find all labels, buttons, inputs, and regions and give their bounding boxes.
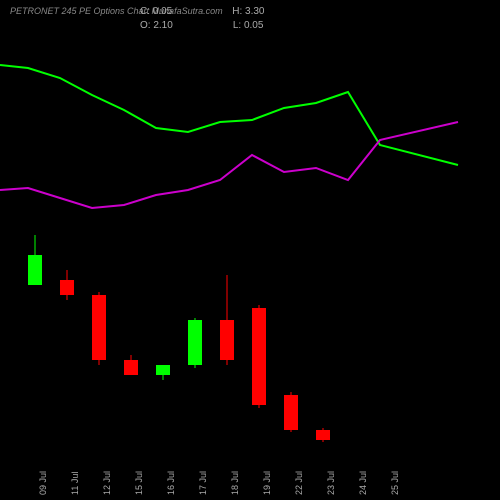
x-axis-tick-label: 17 Jul [198, 471, 208, 495]
x-axis-tick-label: 16 Jul [166, 471, 176, 495]
x-axis-tick-label: 12 Jul [102, 471, 112, 495]
x-axis-tick-label: 19 Jul [262, 471, 272, 495]
ohlc-top-row: C: 0.05 H: 3.30 [140, 6, 265, 17]
x-axis-tick-label: 18 Jul [230, 471, 240, 495]
low-value: 0.05 [244, 20, 263, 31]
low-cell: L: 0.05 [233, 20, 264, 31]
close-value: 0.05 [153, 6, 172, 17]
open-value: 2.10 [153, 20, 172, 31]
low-label: L: [233, 20, 241, 31]
x-axis-tick-label: 24 Jul [358, 471, 368, 495]
open-cell: O: 2.10 [140, 20, 173, 31]
close-cell: C: 0.05 [140, 6, 172, 17]
x-axis-tick-label: 11 Jul [70, 472, 80, 495]
close-label: C: [140, 6, 150, 17]
open-label: O: [140, 20, 151, 31]
ohlc-bottom-row: O: 2.10 L: 0.05 [140, 20, 263, 31]
chart-area [0, 40, 500, 460]
x-axis-labels: 09 Jul 11 Jul 12 Jul 15 Jul 16 Jul 17 Jul 18 J… [28, 460, 458, 500]
high-cell: H: 3.30 [232, 6, 264, 17]
x-axis-tick-label: 09 Jul [38, 471, 48, 495]
high-value: 3.30 [245, 6, 264, 17]
x-axis-tick-label: 25 Jul [390, 471, 400, 495]
x-axis-tick-label: 15 Jul [134, 471, 144, 495]
x-axis-tick-label: 22 Jul [294, 471, 304, 495]
x-axis-tick-label: 23 Jul [326, 471, 336, 495]
high-label: H: [232, 6, 242, 17]
candlestick-chart [0, 40, 500, 460]
